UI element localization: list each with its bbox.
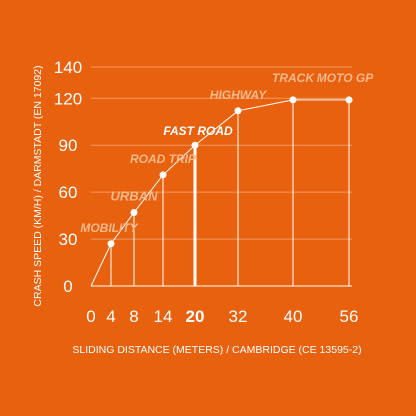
x-tick-label: 0 [86,307,95,326]
x-tick-label: 56 [340,307,359,326]
point-label: FAST ROAD [163,124,233,138]
data-point [159,171,167,179]
y-axis: 0 30 60 90 120 140 [54,58,82,296]
series-line [90,99,349,287]
y-tick-label: 60 [59,183,78,202]
series-line [90,99,349,287]
y-tick-label: 140 [54,58,82,77]
drop-lines [110,99,350,286]
data-point [107,240,115,248]
x-tick-label: 20 [186,307,205,326]
y-tick-label: 30 [59,230,78,249]
data-points [107,96,353,248]
data-point [234,107,242,115]
gridlines [91,66,352,240]
point-label: MOTO GP [317,71,374,85]
x-tick-label: 8 [129,307,138,326]
point-label: URBAN [111,188,159,203]
x-axis-label: SLIDING DISTANCE (METERS) / CAMBRIDGE (C… [72,344,361,356]
y-tick-label: 90 [59,136,78,155]
point-labels: MOBILITY URBAN ROAD TRIP FAST ROAD HIGHWAY TR… [80,71,374,235]
point-label: TRACK [272,71,315,85]
point-label: ROAD TRIP [130,152,197,166]
x-tick-label: 14 [154,307,173,326]
data-point [191,141,199,149]
point-label: MOBILITY [80,221,138,235]
y-tick-label: 120 [54,89,82,108]
y-tick-label: 0 [63,277,72,296]
data-point [130,208,138,216]
x-tick-label: 40 [284,307,303,326]
y-axis-label: CRASH SPEED (KM/H) / DARMSTADT (EN 17092… [32,65,44,306]
data-point [289,96,297,104]
point-label: HIGHWAY [210,88,267,102]
data-point [345,96,353,104]
x-axis: 0 4 8 14 20 32 40 56 [86,285,359,326]
x-tick-label: 32 [229,307,248,326]
x-tick-label: 4 [106,307,115,326]
